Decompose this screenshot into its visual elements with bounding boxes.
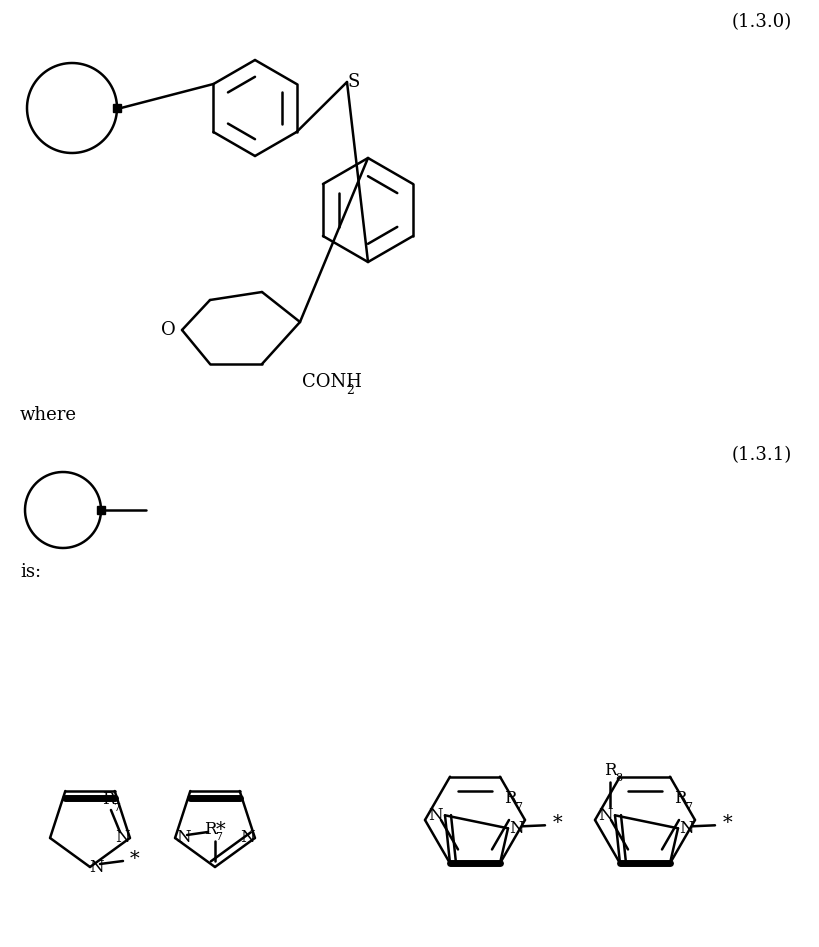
Text: 7: 7: [215, 832, 222, 842]
Text: N: N: [508, 820, 523, 837]
Text: *: *: [553, 814, 562, 832]
Text: *: *: [215, 821, 224, 839]
Text: N: N: [88, 859, 103, 875]
Text: R: R: [102, 792, 114, 809]
Text: *: *: [722, 814, 732, 832]
Bar: [97, 506, 105, 514]
Text: R: R: [673, 790, 686, 807]
Text: R: R: [203, 820, 216, 837]
Text: CONH: CONH: [301, 373, 361, 391]
Text: (1.3.0): (1.3.0): [731, 13, 791, 31]
Text: 2: 2: [346, 384, 354, 397]
Text: 7: 7: [515, 802, 522, 812]
Text: *: *: [130, 850, 140, 868]
Text: N: N: [115, 830, 129, 847]
Text: N: N: [428, 807, 441, 824]
Text: N: N: [597, 807, 612, 824]
Text: (1.3.1): (1.3.1): [731, 446, 791, 464]
Text: S: S: [347, 73, 360, 91]
Text: 8: 8: [615, 774, 622, 783]
Text: N: N: [239, 830, 254, 847]
Text: R: R: [603, 761, 616, 778]
Text: is:: is:: [20, 563, 41, 581]
Text: N: N: [175, 830, 190, 847]
Text: N: N: [678, 820, 693, 837]
Text: 7: 7: [113, 803, 120, 813]
Text: R: R: [503, 790, 516, 807]
Text: O: O: [161, 321, 175, 339]
Text: 7: 7: [685, 802, 692, 812]
Bar: [113, 104, 121, 112]
Text: where: where: [20, 406, 77, 424]
